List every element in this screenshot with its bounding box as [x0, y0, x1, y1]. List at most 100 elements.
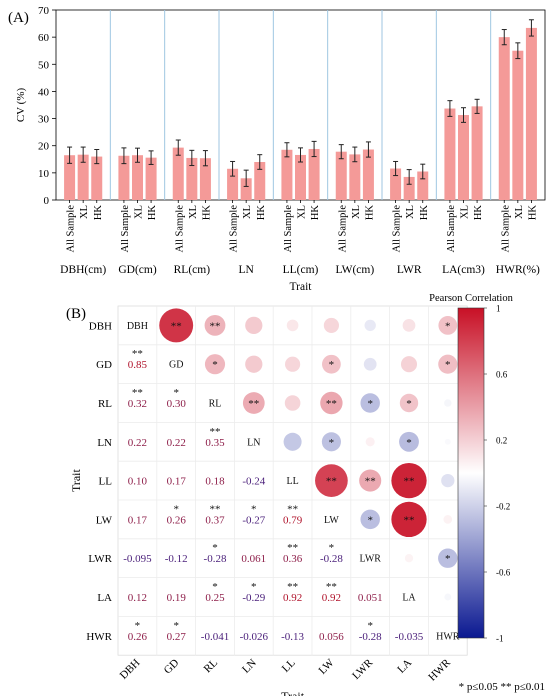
column-label: LA — [395, 657, 414, 676]
y-tick-label: 0 — [44, 195, 50, 207]
significance-mark: ** — [287, 542, 298, 554]
significance-mark: * — [329, 437, 335, 449]
trait-group-label: LL(cm) — [283, 264, 319, 276]
row-label: RL — [98, 398, 112, 410]
panel-a-label: (A) — [8, 10, 29, 26]
y-tick-label: 50 — [38, 59, 50, 71]
x-tick-label: HK — [364, 205, 375, 221]
bar — [118, 155, 130, 200]
row-label: DBH — [89, 320, 112, 332]
significance-mark: ** — [365, 476, 376, 488]
correlation-value: -0.13 — [281, 631, 304, 643]
correlation-value: 0.92 — [283, 592, 302, 604]
significance-mark: ** — [171, 320, 182, 332]
bar — [91, 156, 103, 200]
significance-mark: ** — [326, 398, 337, 410]
y-tick-label: 40 — [38, 86, 50, 98]
correlation-value: 0.32 — [128, 398, 147, 410]
correlation-value: 0.92 — [322, 592, 341, 604]
bar — [512, 50, 524, 200]
x-tick-label: HK — [256, 205, 267, 221]
x-tick-label: All Sample — [500, 205, 511, 253]
correlation-circle — [444, 593, 452, 601]
significance-mark: * — [251, 503, 257, 515]
column-label: HWR — [426, 656, 453, 683]
y-tick-label: 20 — [38, 141, 50, 153]
significance-mark: * — [367, 514, 373, 526]
significance-mark: * — [367, 398, 373, 410]
correlation-circle — [391, 501, 427, 538]
correlation-value: 0.12 — [128, 592, 147, 604]
significance-mark: ** — [132, 348, 143, 360]
correlation-circle — [159, 308, 194, 343]
column-label: LL — [280, 657, 298, 675]
significance-mark: * — [445, 359, 451, 371]
trait-group-label: LN — [238, 264, 254, 276]
correlation-circle — [284, 395, 301, 411]
significance-mark: * — [329, 359, 335, 371]
bar — [281, 149, 293, 200]
significance-mark: ** — [248, 398, 259, 410]
bar — [458, 115, 469, 200]
correlation-circle — [320, 391, 343, 415]
correlation-circle — [441, 473, 455, 488]
column-label: LWR — [350, 656, 376, 682]
correlation-circle — [323, 317, 339, 333]
significance-mark: ** — [326, 476, 337, 488]
correlation-value: 0.79 — [283, 514, 303, 526]
bar — [77, 154, 89, 200]
correlation-value: 0.37 — [205, 514, 225, 526]
bar — [403, 176, 415, 200]
x-tick-label: All Sample — [446, 205, 457, 253]
significance-mark: ** — [210, 426, 221, 438]
correlation-circle — [365, 437, 375, 447]
y-axis-title: CV (%) — [15, 88, 27, 123]
x-tick-label: XL — [405, 205, 416, 219]
significance-mark: * — [406, 437, 412, 449]
diagonal-label: LN — [247, 437, 260, 448]
correlation-circle — [402, 319, 416, 332]
diagonal-label: RL — [209, 399, 222, 410]
significance-mark: * — [406, 398, 412, 410]
correlation-value: -0.035 — [395, 631, 424, 643]
correlation-circle — [360, 393, 380, 413]
correlation-value: 0.061 — [241, 553, 266, 565]
diagonal-label: GD — [169, 360, 183, 371]
column-label: LW — [317, 656, 337, 676]
bar — [390, 168, 402, 200]
correlation-circle — [286, 319, 299, 332]
correlation-value: -0.041 — [201, 631, 229, 643]
significance-mark: * — [212, 542, 218, 554]
correlation-value: 0.30 — [167, 398, 187, 410]
row-label: LWR — [88, 553, 112, 565]
significance-footnote: * p≤0.05 ** p≤0.01 — [459, 681, 545, 693]
x-tick-label: All Sample — [337, 205, 348, 253]
correlation-value: -0.28 — [320, 553, 343, 565]
legend-title: Pearson Correlation — [429, 293, 513, 304]
trait-group-label: LW(cm) — [335, 264, 374, 276]
significance-mark: * — [212, 359, 218, 371]
correlation-circle — [399, 393, 419, 413]
correlation-circle — [363, 357, 377, 371]
x-tick-label: XL — [79, 205, 90, 219]
bar — [471, 106, 483, 200]
correlation-value: -0.27 — [242, 514, 265, 526]
bar — [172, 147, 184, 200]
bar — [335, 151, 347, 200]
correlation-value: 0.22 — [167, 437, 186, 449]
row-label: LL — [99, 476, 113, 488]
significance-mark: ** — [287, 581, 298, 593]
significance-mark: * — [173, 503, 179, 515]
bar — [349, 154, 361, 200]
correlation-circle — [400, 356, 418, 373]
column-label: GD — [162, 657, 182, 677]
significance-mark: ** — [404, 514, 415, 526]
x-tick-label: HK — [527, 205, 538, 221]
correlation-circle — [438, 316, 458, 335]
significance-mark: * — [135, 620, 141, 632]
bar — [186, 157, 198, 200]
x-tick-label: All Sample — [283, 205, 294, 253]
colorbar-tick-label: 0.2 — [496, 436, 507, 446]
correlation-value: 0.27 — [167, 631, 187, 643]
correlation-value: 0.26 — [128, 631, 148, 643]
